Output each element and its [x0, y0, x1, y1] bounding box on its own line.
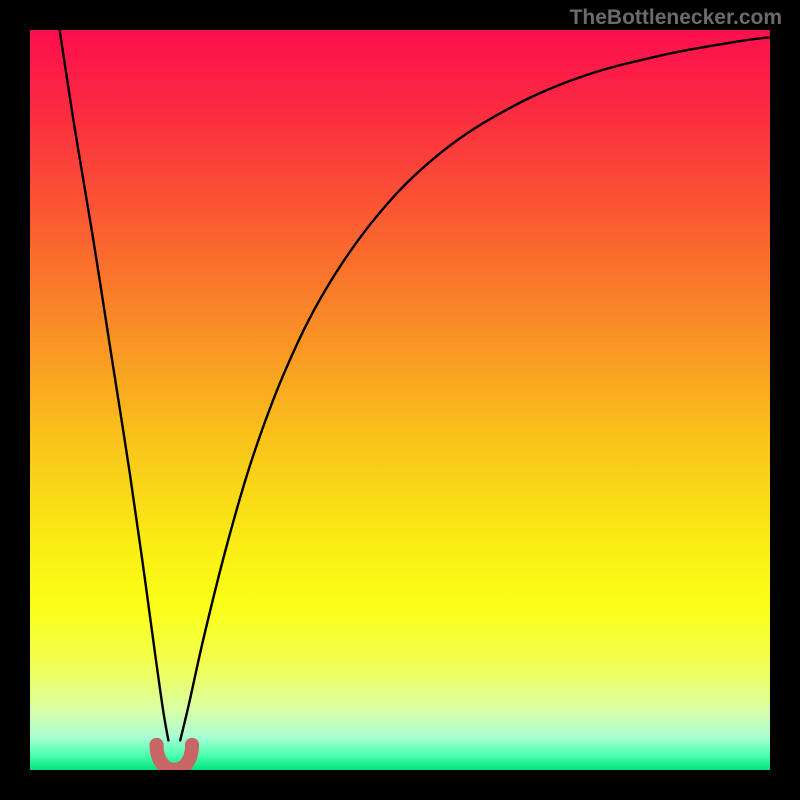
chart-frame: TheBottlenecker.com — [0, 0, 800, 800]
bottleneck-chart — [30, 30, 770, 770]
watermark-label: TheBottlenecker.com — [570, 6, 782, 30]
gradient-background — [30, 30, 770, 770]
plot-area — [30, 30, 770, 770]
